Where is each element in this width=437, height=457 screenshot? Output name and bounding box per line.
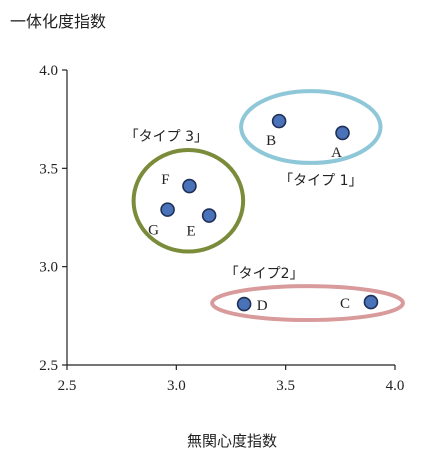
point-label: G: [148, 223, 159, 239]
data-point: [271, 113, 287, 129]
point-label: A: [331, 145, 342, 161]
group-label: 「タイプ2」: [225, 266, 304, 282]
x-axis-title: 無関心度指数: [187, 432, 277, 450]
x-tick-label: 2.5: [58, 378, 77, 394]
group-ellipse: [210, 284, 405, 323]
data-point: [363, 294, 379, 310]
axes: 2.5 3.0 3.5 4.0 2.5 3.0 3.5 4.0: [39, 63, 404, 394]
data-point: [182, 178, 197, 194]
y-axis-title: 一体化度指数: [10, 12, 106, 31]
y-tick-label: 4.0: [39, 63, 58, 79]
x-tick-label: 3.5: [276, 378, 295, 394]
data-points: A B C D E F G: [148, 113, 379, 314]
point-label: B: [266, 133, 276, 149]
data-point: [236, 296, 252, 312]
point-label: F: [161, 172, 169, 188]
data-point: [335, 125, 350, 141]
group-label: 「タイプ 1」: [279, 173, 362, 189]
data-point: [160, 202, 175, 217]
y-tick-label: 3.0: [39, 260, 58, 276]
point-label: C: [340, 296, 350, 312]
data-point: [201, 208, 217, 223]
group-label: 「タイプ 3」: [125, 129, 208, 145]
group-ellipses: 「タイプ 1」「タイプ2」 「タイプ 3」: [125, 89, 405, 323]
group-ellipse: [239, 89, 383, 165]
y-tick-label: 2.5: [39, 358, 58, 374]
x-tick-label: 4.0: [386, 378, 405, 394]
group-ellipse: [131, 148, 246, 254]
point-label: D: [257, 298, 268, 314]
x-tick-label: 3.0: [167, 378, 186, 394]
y-tick-label: 3.5: [39, 161, 58, 177]
point-label: E: [187, 224, 196, 240]
